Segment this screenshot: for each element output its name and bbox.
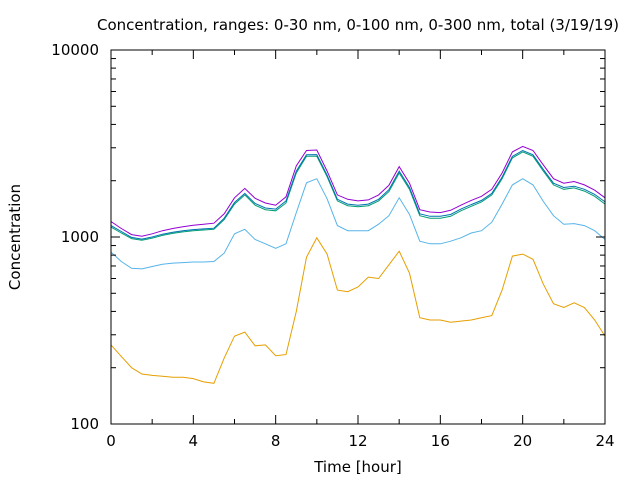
x-tick-label: 0 <box>106 432 116 450</box>
chart-title: Concentration, ranges: 0-30 nm, 0-100 nm… <box>97 16 619 34</box>
y-axis-title: Concentration <box>6 184 24 290</box>
labels-layer: 0 4 8 12 16 20 24 100 1000 10000 <box>51 41 614 450</box>
series-line-3 <box>110 151 606 241</box>
x-axis-title: Time [hour] <box>313 458 402 476</box>
ticks-layer <box>110 49 606 425</box>
x-tick-label: 4 <box>189 432 199 450</box>
x-tick-label: 20 <box>513 432 532 450</box>
x-tick-label: 12 <box>348 432 367 450</box>
series-line-5 <box>110 145 606 237</box>
plot-frame <box>110 49 606 425</box>
series-line-2 <box>110 178 606 270</box>
series-layer <box>110 145 606 384</box>
y-tick-label: 100 <box>70 415 99 433</box>
series-line-1 <box>110 236 606 384</box>
x-tick-label: 24 <box>595 432 614 450</box>
x-tick-label: 16 <box>431 432 450 450</box>
y-tick-label: 10000 <box>51 41 99 59</box>
y-tick-label: 1000 <box>61 228 99 246</box>
x-tick-label: 8 <box>271 432 281 450</box>
series-line-4 <box>110 149 606 240</box>
